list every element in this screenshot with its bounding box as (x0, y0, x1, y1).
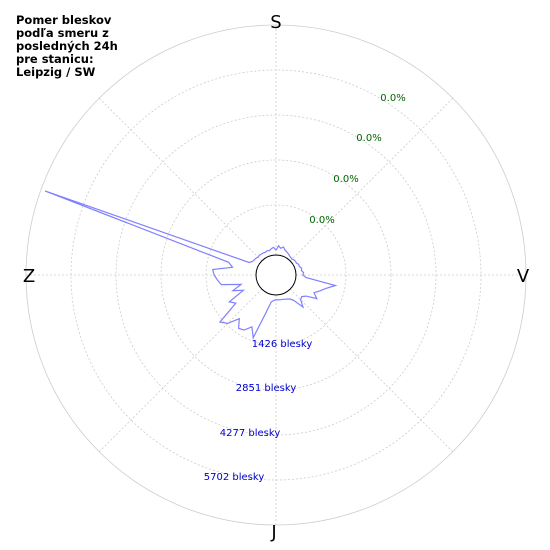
polar-grid (25, 24, 527, 526)
title-line-2: podľa smeru z (16, 26, 109, 40)
percent-label-2: 0.0% (333, 174, 358, 185)
chart-title: Pomer bleskov podľa smeru z posledných 2… (16, 14, 146, 79)
title-line-4: pre stanicu: (16, 52, 94, 66)
lightning-rose-line (44, 190, 338, 340)
grid-ring (160, 159, 392, 391)
count-label-3: 4277 blesky (220, 428, 281, 439)
percent-label-3: 0.0% (356, 133, 381, 144)
title-line-5: Leipzig / SW (16, 65, 96, 79)
percent-label-1: 0.0% (309, 215, 334, 226)
grid-spoke (98, 97, 263, 262)
percent-label-4: 0.0% (380, 93, 405, 104)
count-label-4: 5702 blesky (204, 472, 265, 483)
count-label-2: 2851 blesky (236, 383, 297, 394)
direction-label-right: V (517, 266, 530, 287)
direction-label-top: S (270, 12, 281, 33)
direction-label-bottom: J (270, 522, 276, 543)
grid-spoke (289, 97, 454, 262)
direction-label-left: Z (23, 266, 35, 287)
title-line-3: posledných 24h (16, 39, 118, 53)
grid-spoke (289, 288, 454, 453)
count-label-1: 1426 blesky (252, 339, 313, 350)
title-line-1: Pomer bleskov (16, 13, 112, 27)
center-circle (255, 254, 297, 296)
lightning-rose (44, 190, 338, 340)
